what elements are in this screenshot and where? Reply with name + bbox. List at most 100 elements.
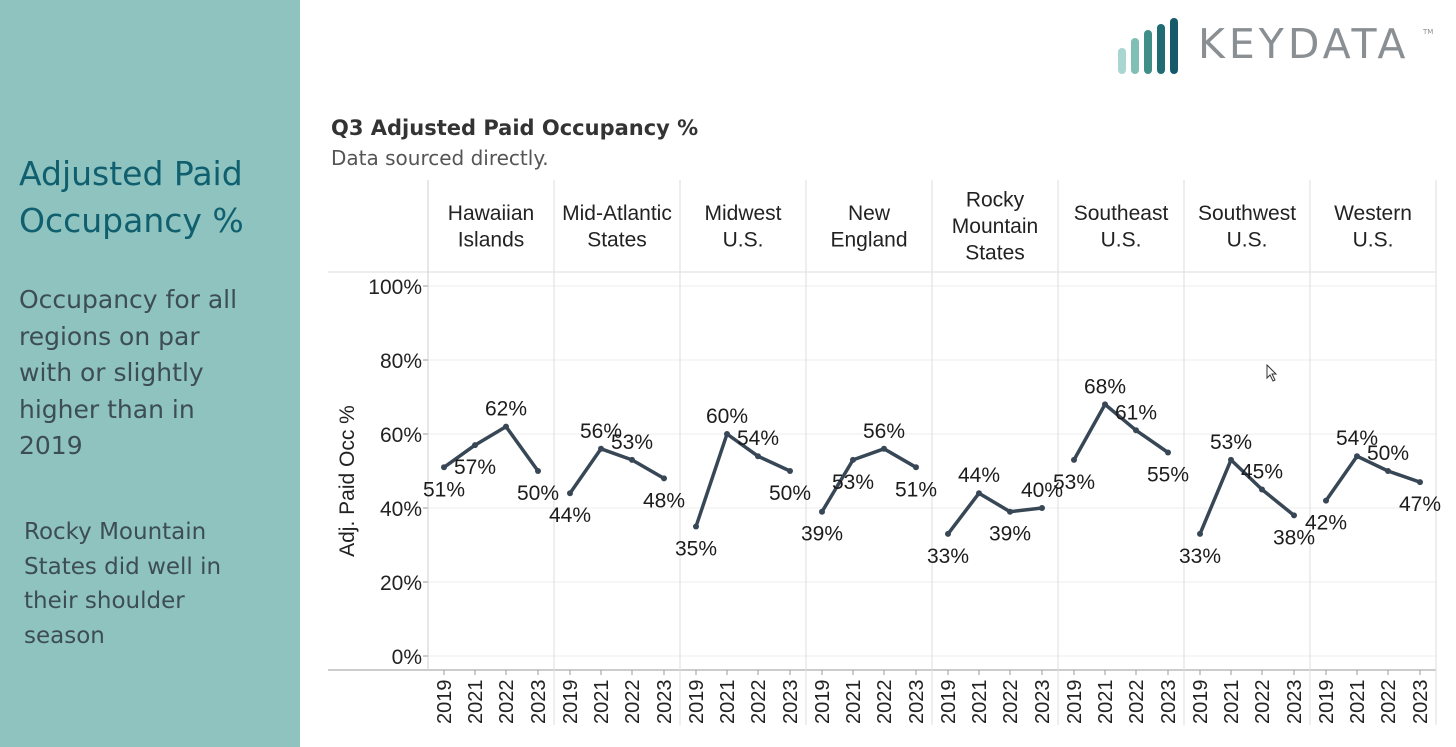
series-line: [694, 432, 792, 529]
logo-bar-icon: [1118, 48, 1126, 74]
data-point: [1102, 401, 1108, 408]
x-tick-label: 2022: [622, 680, 644, 725]
data-point: [1133, 427, 1139, 434]
panel-header: Midwest U.S.: [704, 202, 781, 252]
data-label: 42%: [1305, 512, 1347, 535]
data-label: 54%: [1336, 427, 1378, 450]
x-tick-label: 2021: [969, 680, 991, 725]
panel-header-line: U.S.: [1227, 228, 1268, 251]
data-label: 47%: [1399, 493, 1441, 516]
sidebar-paragraph-rocky: Rocky Mountain States did well in their …: [24, 515, 284, 653]
data-point: [1259, 486, 1265, 493]
data-point: [1323, 497, 1329, 504]
panel-header: Southwest U.S.: [1198, 202, 1296, 252]
data-point: [1165, 449, 1171, 456]
data-point: [850, 456, 856, 463]
data-point: [787, 468, 793, 474]
x-tick-label: 2023: [1284, 680, 1306, 725]
x-tick-label: 2021: [465, 680, 487, 725]
data-point: [819, 508, 825, 515]
data-label: 39%: [801, 523, 843, 546]
data-point: [693, 523, 699, 530]
x-tick-label: 2021: [843, 680, 865, 725]
x-tick-label: 2022: [1252, 680, 1274, 725]
data-label: 33%: [927, 545, 969, 568]
y-tick-label: 60%: [380, 424, 422, 447]
y-tick-label: 40%: [380, 498, 422, 521]
data-label: 61%: [1115, 401, 1157, 424]
logo-bar-icon: [1144, 30, 1152, 74]
data-label: 44%: [958, 464, 1000, 487]
data-label: 45%: [1241, 461, 1283, 484]
logo-bar-icon: [1170, 18, 1178, 74]
data-label: 53%: [1053, 471, 1095, 494]
data-point: [1007, 508, 1013, 515]
data-point: [724, 431, 730, 437]
paragraph-line: Occupancy for all: [19, 285, 238, 314]
x-tick-label: 2019: [560, 680, 582, 725]
data-point: [881, 445, 887, 452]
paragraph-line: with or slightly: [19, 358, 204, 387]
data-label: 50%: [769, 482, 811, 505]
panel-header-line: Islands: [458, 228, 525, 251]
data-label: 50%: [1367, 442, 1409, 465]
panel-header-line: England: [830, 228, 907, 251]
x-tick-label: 2023: [1032, 680, 1054, 725]
keydata-logo: KEYDATA TM: [1115, 16, 1445, 76]
data-label: 35%: [675, 538, 717, 561]
data-point: [598, 445, 604, 452]
x-tick-label: 2019: [1316, 680, 1338, 725]
x-tick-label: 2023: [906, 680, 928, 725]
panel-header: Rocky Mountain States: [952, 189, 1038, 265]
data-label: 51%: [423, 478, 465, 501]
x-tick-label: 2021: [1221, 680, 1243, 725]
data-label: 50%: [517, 482, 559, 505]
data-point: [1354, 453, 1360, 460]
series-line: [1324, 454, 1422, 503]
chart-title: Q3 Adjusted Paid Occupancy %: [331, 116, 699, 140]
series-line: [568, 447, 666, 495]
x-tick-label: 2019: [434, 680, 456, 725]
chart-subtitle: Data sourced directly.: [331, 146, 549, 170]
x-tick-label: 2021: [591, 680, 613, 725]
data-label: 62%: [485, 398, 527, 421]
paragraph-line: Rocky Mountain: [24, 519, 207, 545]
paragraph-line: regions on par: [19, 321, 200, 351]
data-point: [1228, 456, 1234, 463]
panel-header-line: U.S.: [1353, 228, 1394, 251]
data-point: [1039, 505, 1045, 511]
x-tick-label: 2022: [1126, 680, 1148, 725]
data-label: 39%: [989, 523, 1031, 546]
x-tick-label: 2022: [748, 680, 770, 725]
panel-header: Western U.S.: [1334, 202, 1412, 252]
sidebar-title: Adjusted Paid Occupancy %: [19, 150, 289, 244]
logo-trademark: TM: [1423, 28, 1434, 36]
data-point: [1417, 479, 1423, 486]
data-point: [945, 530, 951, 537]
panel-header-line: U.S.: [723, 228, 764, 251]
paragraph-line: season: [24, 622, 105, 649]
panel-header-line: Southeast: [1074, 202, 1169, 225]
panel-header-line: Rocky: [966, 189, 1025, 212]
data-label: 53%: [611, 431, 653, 454]
x-tick-label: 2021: [1095, 680, 1117, 725]
data-point: [976, 490, 982, 497]
data-label: 40%: [1021, 479, 1063, 502]
data-point: [472, 442, 478, 449]
panel-header-line: Western: [1334, 202, 1412, 225]
x-tick-label: 2022: [1000, 680, 1022, 725]
panel-header-line: Mountain: [952, 215, 1038, 238]
y-tick-label: 0%: [392, 646, 422, 669]
data-point: [441, 464, 447, 471]
data-label: 53%: [832, 471, 874, 494]
sidebar-paragraph-occupancy: Occupancy for all regions on par with or…: [19, 282, 289, 465]
panel-header-line: Hawaiian: [448, 202, 534, 225]
data-label: 56%: [580, 420, 622, 443]
data-point: [1385, 468, 1391, 474]
data-point: [567, 490, 573, 497]
x-tick-label: 2019: [1190, 680, 1212, 725]
series-line: [1072, 402, 1170, 462]
data-point: [1071, 456, 1077, 463]
x-tick-label: 2021: [1347, 680, 1369, 725]
y-tick-label: 20%: [380, 572, 422, 595]
